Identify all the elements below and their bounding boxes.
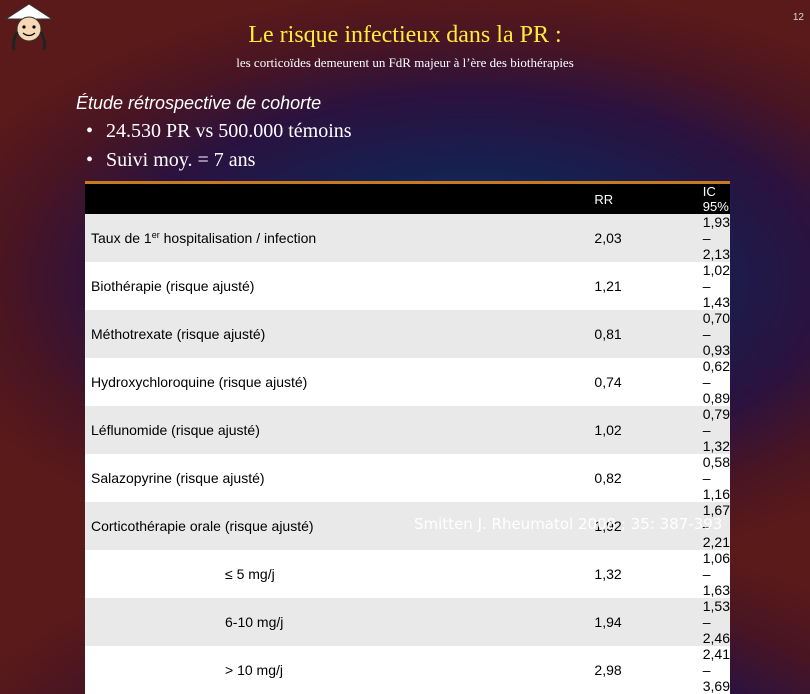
row-ci: 1,02 – 1,43 <box>702 262 730 310</box>
header-label <box>85 182 595 214</box>
row-rr: 0,81 <box>594 310 703 358</box>
row-ci: 1,06 – 1,63 <box>702 550 730 598</box>
row-label: 6-10 mg/j <box>85 598 595 646</box>
slide-title: Le risque infectieux dans la PR : <box>248 22 562 48</box>
row-ci: 0,79 – 1,32 <box>702 406 730 454</box>
row-rr: 0,82 <box>594 454 703 502</box>
table-row: Méthotrexate (risque ajusté) 0,81 0,70 –… <box>85 310 730 358</box>
table-row: Taux de 1er hospitalisation / infection … <box>85 214 730 262</box>
row-rr: 0,74 <box>594 358 703 406</box>
bullet-list: • 24.530 PR vs 500.000 témoins • Suivi moy… <box>86 117 352 175</box>
slide-subtitle: les corticoïdes demeurent un FdR majeur … <box>236 55 574 70</box>
study-type: Étude rétrospective de cohorte <box>76 93 322 113</box>
row-label: ≤ 5 mg/j <box>85 550 595 598</box>
row-rr: 2,98 <box>594 646 703 694</box>
results-table: RR IC 95% Taux de 1er hospitalisation / … <box>85 181 730 694</box>
row-label: Biothérapie (risque ajusté) <box>85 262 595 310</box>
row-label: Léflunomide (risque ajusté) <box>85 406 595 454</box>
row-rr: 2,03 <box>594 214 703 262</box>
row-label: Hydroxychloroquine (risque ajusté) <box>85 358 595 406</box>
row-rr: 1,94 <box>594 598 703 646</box>
row-ci: 0,70 – 0,93 <box>702 310 730 358</box>
row-ci: 2,41 – 3,69 <box>702 646 730 694</box>
citation: Smitten J. Rheumatol 2008 ; 35: 387-393 <box>414 515 723 533</box>
table-row: Hydroxychloroquine (risque ajusté) 0,74 … <box>85 358 730 406</box>
row-ci: 0,58 – 1,16 <box>702 454 730 502</box>
table-header-row: RR IC 95% <box>85 182 730 214</box>
table-row: Biothérapie (risque ajusté) 1,21 1,02 – … <box>85 262 730 310</box>
header-ci: IC 95% <box>702 182 730 214</box>
table-row: Léflunomide (risque ajusté) 1,02 0,79 – … <box>85 406 730 454</box>
table-row: ≤ 5 mg/j 1,32 1,06 – 1,63 <box>85 550 730 598</box>
row-ci: 1,93 – 2,13 <box>702 214 730 262</box>
row-label: Taux de 1er hospitalisation / infection <box>85 214 595 262</box>
table-row: Salazopyrine (risque ajusté) 0,82 0,58 –… <box>85 454 730 502</box>
row-rr: 1,02 <box>594 406 703 454</box>
row-label: Méthotrexate (risque ajusté) <box>85 310 595 358</box>
bullet-item: • 24.530 PR vs 500.000 témoins <box>86 120 352 142</box>
table-row: > 10 mg/j 2,98 2,41 – 3,69 <box>85 646 730 694</box>
slide-number: 12 <box>792 12 804 23</box>
row-ci: 0,62 – 0,89 <box>702 358 730 406</box>
row-label: Salazopyrine (risque ajusté) <box>85 454 595 502</box>
bullet-item: • Suivi moy. = 7 ans <box>86 149 256 171</box>
row-ci: 1,53 – 2,46 <box>702 598 730 646</box>
row-rr: 1,32 <box>594 550 703 598</box>
bullet-text: 24.530 PR vs 500.000 témoins <box>106 120 352 142</box>
row-label: > 10 mg/j <box>85 646 595 694</box>
header-rr: RR <box>594 182 703 214</box>
table-row: 6-10 mg/j 1,94 1,53 – 2,46 <box>85 598 730 646</box>
logo-icon <box>2 2 56 52</box>
bullet-text: Suivi moy. = 7 ans <box>106 149 256 171</box>
row-rr: 1,21 <box>594 262 703 310</box>
